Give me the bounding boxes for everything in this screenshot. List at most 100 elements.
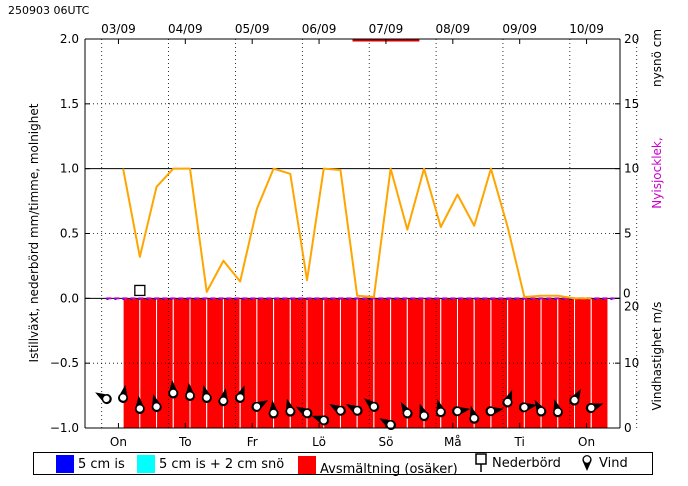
left-tick-label: 1.5 xyxy=(60,97,79,111)
y-axis-label-right-snow: nysnö cm xyxy=(650,29,664,87)
legend-item-ice: 5 cm is xyxy=(56,455,125,473)
wind-arrow-center xyxy=(253,403,261,410)
wind-tick-label: 0 xyxy=(624,421,632,435)
weekday-label: Ti xyxy=(514,435,525,449)
legend-swatch-ice xyxy=(56,455,74,473)
wind-arrow xyxy=(485,406,504,417)
wind-arrow-center xyxy=(303,409,311,417)
wind-arrow xyxy=(201,384,212,403)
wind-arrow xyxy=(251,400,269,412)
top-date-label: 10/09 xyxy=(569,22,604,36)
wind-arrow-center xyxy=(521,404,528,411)
legend-item-ice-snow: 5 cm is + 2 cm snö xyxy=(137,455,284,473)
wind-arrow xyxy=(469,405,480,424)
wind-arrow xyxy=(329,403,346,416)
legend-item-melt: Avsmältning (osäker) xyxy=(298,456,458,477)
wind-arrow-center xyxy=(236,394,244,401)
wind-arrow xyxy=(95,392,112,405)
melt-bar xyxy=(189,297,208,429)
wind-arrow xyxy=(185,382,195,402)
weekday-label: To xyxy=(178,435,192,449)
weekday-label: Lö xyxy=(312,435,326,449)
wind-arrow-center xyxy=(203,394,210,401)
top-date-label: 07/09 xyxy=(369,22,404,36)
precipitation-marker xyxy=(134,284,146,297)
wind-arrow-center xyxy=(287,407,294,415)
wind-arrow-center xyxy=(220,397,227,404)
legend-label-wind: Vind xyxy=(599,455,628,471)
y-axis-label-left: Istillväxt, nederbörd mm/timme, molnighe… xyxy=(27,103,41,362)
wind-arrow-center xyxy=(337,407,344,414)
wind-arrow-center xyxy=(370,403,378,410)
weekday-label: On xyxy=(110,435,127,449)
left-tick-label: 2.0 xyxy=(60,32,79,46)
wind-arrow xyxy=(234,385,245,403)
wind-arrow xyxy=(168,380,179,399)
wind-arrow xyxy=(295,406,313,419)
wind-arrow xyxy=(285,398,296,417)
legend-label-melt: Avsmältning (osäker) xyxy=(320,461,458,477)
right-tick-label: 0 xyxy=(623,286,631,300)
wind-arrow xyxy=(400,401,413,419)
top-date-label: 09/09 xyxy=(502,22,537,36)
wind-arrow xyxy=(585,403,604,414)
left-tick-label: 0.5 xyxy=(60,227,79,241)
wind-arrow xyxy=(379,418,397,430)
wind-arrow xyxy=(345,403,363,416)
top-date-label: 08/09 xyxy=(436,22,471,36)
legend-item-precip: Nederbörd xyxy=(474,453,561,472)
wind-arrow-center xyxy=(119,394,127,401)
wind-arrow xyxy=(268,400,279,419)
wind-arrow-center xyxy=(170,389,177,397)
top-date-label: 04/09 xyxy=(168,22,203,36)
weekday-label: Må xyxy=(444,435,462,449)
wind-tick-label: 20 xyxy=(624,299,639,313)
y-axis-label-right-wind: Vindhastighet m/s xyxy=(650,302,664,411)
wind-arrow xyxy=(569,388,582,406)
wind-arrow xyxy=(363,398,380,412)
wind-arrow-center xyxy=(554,408,562,415)
cloudiness-line xyxy=(122,167,592,300)
legend: 5 cm is 5 cm is + 2 cm snö Avsmältning (… xyxy=(33,452,653,477)
wind-arrow-center xyxy=(404,409,411,417)
wind-arrow-center xyxy=(353,407,361,414)
top-date-label: 06/09 xyxy=(302,22,337,36)
right-tick-label: 5 xyxy=(624,227,632,241)
wind-arrow-center xyxy=(487,407,495,415)
wind-arrow xyxy=(534,399,547,417)
wind-arrow-center xyxy=(420,412,428,419)
wind-arrow xyxy=(311,415,330,426)
top-date-label: 05/09 xyxy=(235,22,270,36)
wind-arrow xyxy=(452,406,471,417)
wind-arrow xyxy=(118,384,128,403)
wind-arrow xyxy=(552,399,563,418)
wind-arrow xyxy=(134,395,145,414)
wind-arrow-center xyxy=(588,404,595,412)
weekday-label: On xyxy=(578,435,595,449)
wind-arrow-center xyxy=(571,396,578,404)
wind-arrow xyxy=(419,403,430,422)
legend-swatch-melt xyxy=(298,456,316,474)
right-tick-label: 20 xyxy=(624,32,639,46)
tick-labels-layer: 2.01.51.00.50.0−0.5−1.0201510502010003/0… xyxy=(50,22,639,449)
wind-arrow-center xyxy=(136,405,144,412)
square-marker-icon xyxy=(475,453,487,472)
legend-label-ice-snow: 5 cm is + 2 cm snö xyxy=(159,456,285,472)
axes-layer xyxy=(84,38,621,429)
wind-arrow-center xyxy=(454,407,461,415)
wind-arrow xyxy=(435,399,446,418)
wind-arrow xyxy=(518,402,538,413)
legend-swatch-ice-snow xyxy=(137,455,155,473)
wind-arrow-center xyxy=(504,398,511,406)
wind-pin-icon xyxy=(582,455,592,471)
weekday-label: Fr xyxy=(247,435,258,449)
y-axis-label-right-ice: Nyisjocklek, xyxy=(650,137,664,208)
wind-arrow-center xyxy=(270,409,277,417)
legend-item-wind: Vind xyxy=(579,454,628,472)
wind-arrow-center xyxy=(153,403,160,410)
wind-tick-label: 10 xyxy=(624,356,639,370)
wind-arrow-center xyxy=(387,421,394,428)
lines-layer xyxy=(106,38,615,300)
left-tick-label: −0.5 xyxy=(50,356,79,370)
